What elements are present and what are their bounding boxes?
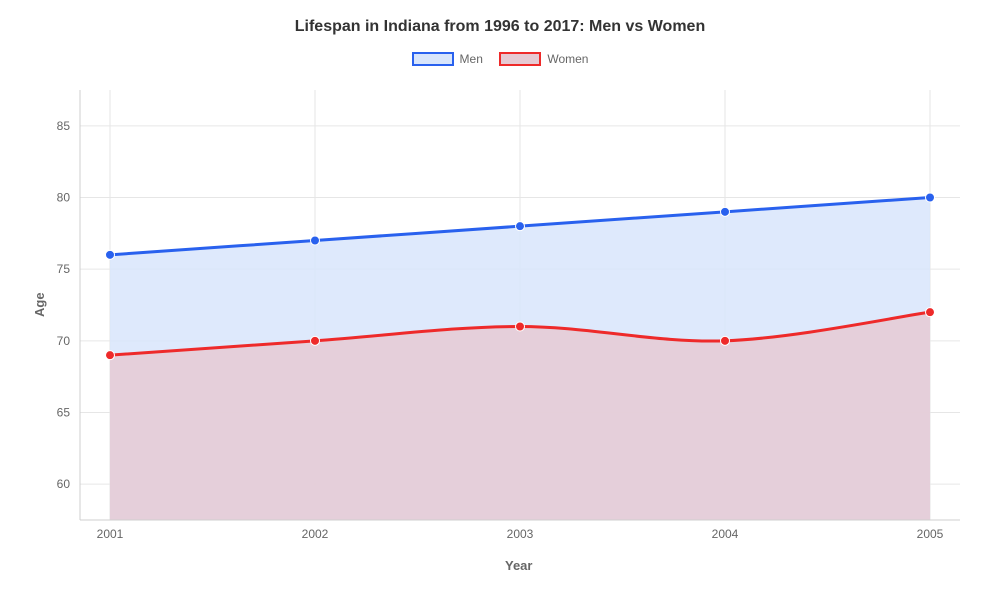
y-tick-label: 80 — [57, 191, 71, 205]
plot-area: 60657075808520012002200320042005 — [80, 90, 960, 520]
x-axis-title: Year — [505, 558, 532, 573]
y-tick-label: 75 — [57, 262, 71, 276]
series-marker-men — [311, 236, 320, 245]
x-tick-label: 2005 — [917, 527, 944, 541]
x-tick-label: 2003 — [507, 527, 534, 541]
legend-swatch-men — [412, 52, 454, 66]
y-tick-label: 70 — [57, 334, 71, 348]
series-marker-women — [516, 322, 525, 331]
series-marker-women — [106, 351, 115, 360]
chart-container: Lifespan in Indiana from 1996 to 2017: M… — [0, 0, 1000, 600]
x-tick-label: 2002 — [302, 527, 329, 541]
legend-item-women: Women — [499, 52, 588, 66]
chart-title: Lifespan in Indiana from 1996 to 2017: M… — [0, 18, 1000, 36]
plot-svg: 60657075808520012002200320042005 — [80, 90, 960, 520]
series-marker-men — [516, 222, 525, 231]
chart-legend: Men Women — [0, 52, 1000, 71]
x-tick-label: 2001 — [97, 527, 124, 541]
y-tick-label: 85 — [57, 119, 71, 133]
series-marker-men — [721, 207, 730, 216]
series-marker-men — [926, 193, 935, 202]
series-marker-men — [106, 250, 115, 259]
y-axis-title: Age — [32, 292, 47, 317]
x-tick-label: 2004 — [712, 527, 739, 541]
legend-label-men: Men — [460, 52, 483, 66]
legend-label-women: Women — [547, 52, 588, 66]
legend-item-men: Men — [412, 52, 483, 66]
y-tick-label: 60 — [57, 477, 71, 491]
y-tick-label: 65 — [57, 406, 71, 420]
series-marker-women — [926, 308, 935, 317]
series-marker-women — [311, 336, 320, 345]
legend-swatch-women — [499, 52, 541, 66]
series-marker-women — [721, 336, 730, 345]
